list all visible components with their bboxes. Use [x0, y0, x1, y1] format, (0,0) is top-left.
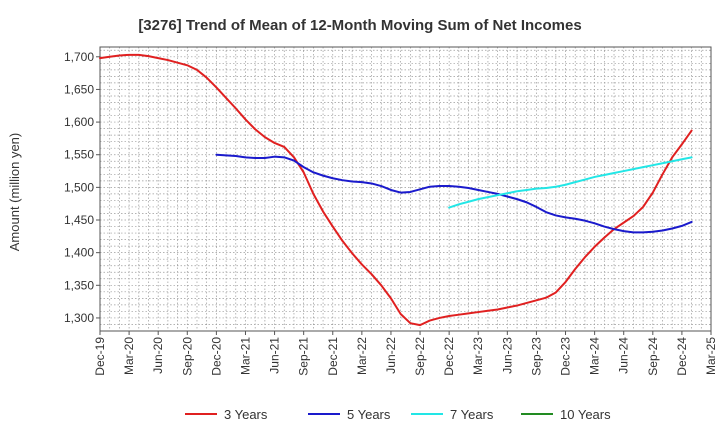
legend-item-3-years: 3 Years [185, 407, 268, 422]
x-tick-label: Dec-19 [93, 337, 107, 376]
plot-frame [99, 46, 712, 332]
y-tick-label: 1,450 [64, 213, 94, 227]
legend-label: 5 Years [347, 407, 391, 422]
x-tick-label: Dec-22 [442, 337, 456, 376]
x-tick-label: Jun-22 [384, 337, 398, 374]
legend-item-10-years: 10 Years [521, 407, 611, 422]
x-tick-label: Sep-22 [413, 337, 427, 376]
x-tick-label: Mar-25 [704, 337, 718, 375]
y-axis-label: Amount (million yen) [7, 133, 22, 252]
y-axis-ticks: 1,300 1,350 1,400 1,450 1,500 1,550 1,600 1,650… [64, 50, 100, 325]
y-tick-label: 1,300 [64, 311, 94, 325]
legend: 3 Years 5 Years 7 Years 10 Years [185, 407, 611, 422]
x-tick-label: Dec-24 [675, 337, 689, 376]
plot-area: 1,300 1,350 1,400 1,450 1,500 1,550 1,600 1,650… [64, 46, 718, 376]
series-line-3-years [99, 53, 693, 327]
x-tick-label: Dec-23 [559, 337, 573, 376]
x-tick-label: Jun-23 [500, 337, 514, 374]
legend-label: 3 Years [224, 407, 268, 422]
x-tick-label: Sep-23 [529, 337, 543, 376]
x-tick-label: Sep-24 [646, 337, 660, 376]
plot-background [100, 47, 711, 331]
x-tick-label: Mar-22 [355, 337, 369, 375]
x-tick-label: Jun-20 [151, 337, 165, 374]
y-tick-label: 1,600 [64, 115, 94, 129]
y-tick-label: 1,500 [64, 180, 94, 194]
legend-item-5-years: 5 Years [308, 407, 391, 422]
x-tick-label: Dec-21 [326, 337, 340, 376]
x-tick-label: Sep-20 [180, 337, 194, 376]
legend-item-7-years: 7 Years [411, 407, 494, 422]
x-tick-label: Mar-21 [238, 337, 252, 375]
y-gridlines [100, 49, 711, 325]
y-tick-label: 1,350 [64, 278, 94, 292]
series-line-5-years [215, 153, 693, 234]
x-tick-label: Jun-21 [268, 337, 282, 374]
y-tick-label: 1,650 [64, 82, 94, 96]
x-tick-label: Sep-21 [297, 337, 311, 376]
series-line-7-years [448, 156, 693, 209]
x-tick-label: Mar-23 [471, 337, 485, 375]
y-tick-label: 1,700 [64, 50, 94, 64]
x-tick-label: Jun-24 [617, 337, 631, 374]
legend-label: 7 Years [450, 407, 494, 422]
chart-title: [3276] Trend of Mean of 12-Month Moving … [138, 17, 581, 34]
x-tick-label: Mar-24 [588, 337, 602, 375]
x-axis-ticks: Dec-19 Mar-20 Jun-20 Sep-20 Dec-20 Mar-21 Jun-… [93, 331, 718, 376]
y-tick-label: 1,400 [64, 246, 94, 260]
x-tick-label: Dec-20 [209, 337, 223, 376]
y-tick-label: 1,550 [64, 148, 94, 162]
legend-label: 10 Years [560, 407, 611, 422]
x-tick-label: Mar-20 [122, 337, 136, 375]
